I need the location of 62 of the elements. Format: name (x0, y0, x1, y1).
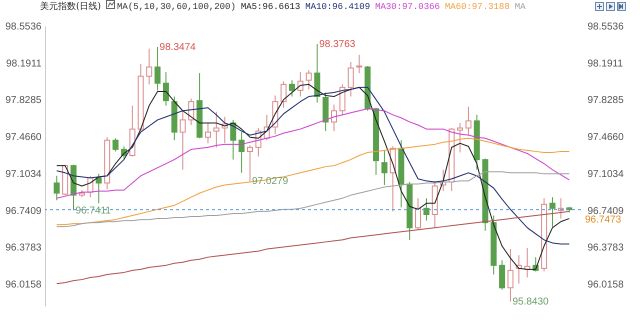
candlestick (314, 44, 320, 104)
annotation: 96.7411 (76, 205, 112, 216)
candlestick (288, 80, 295, 98)
candlestick (356, 54, 362, 74)
line-series (56, 138, 570, 226)
text: MA10:96.4109 (305, 2, 370, 12)
candlestick (549, 196, 556, 228)
candlestick (238, 132, 245, 174)
annotation: 98.3763 (319, 39, 356, 50)
y-tick-label: 96.0158 (5, 280, 42, 291)
candlestick (280, 80, 287, 108)
text: MA30:97.0366 (375, 2, 440, 12)
candlestick (204, 122, 211, 144)
candlestick (339, 84, 346, 116)
chart-subtitle: MA(5,10,30,60,100,200) (117, 2, 236, 12)
candlestick (331, 104, 338, 132)
candlestick (246, 144, 253, 182)
candlestick (162, 72, 169, 106)
y2-tick-label: 98.1911 (588, 58, 624, 70)
ref-line-label: 96.7473 (585, 214, 622, 226)
candlestick (154, 46, 161, 91)
line-series (56, 86, 570, 244)
y2-tick-label: 96.0158 (588, 280, 624, 291)
y2-tick-label: 98.5536 (588, 22, 624, 32)
chart-title: 美元指数(日线) (40, 2, 102, 12)
annotation: 97.0279 (252, 176, 289, 188)
candlestick (457, 122, 464, 153)
candlestick (465, 106, 472, 136)
line-series (56, 171, 570, 228)
y2-tick-label: 97.8285 (588, 95, 624, 106)
text: MA (514, 2, 526, 12)
annotation: 95.8430 (512, 296, 550, 308)
text: MA60:97.3188 (444, 2, 510, 12)
candlestick (54, 175, 60, 201)
y-tick-label: 97.4660 (5, 132, 42, 144)
y-tick-label: 98.5536 (5, 22, 42, 32)
candlestick (96, 173, 102, 204)
candlestick (146, 48, 152, 85)
line-series (56, 108, 570, 199)
candlestick (230, 119, 236, 160)
y-tick-label: 96.3783 (5, 242, 42, 254)
candlestick (112, 138, 119, 152)
candlestick (180, 110, 186, 170)
y2-tick-label: 96.7409 (588, 206, 624, 217)
candlestick (423, 198, 430, 222)
y2-tick-label: 96.3783 (588, 242, 624, 254)
candlestick (499, 260, 506, 290)
y-tick-label: 96.7409 (5, 206, 42, 217)
y-tick-label: 97.1034 (5, 168, 42, 180)
y-tick-label: 97.8285 (5, 95, 42, 106)
candlestick (348, 61, 354, 98)
y2-tick-label: 97.4660 (588, 132, 624, 144)
candlestick (306, 70, 312, 90)
candlestick (415, 198, 422, 230)
y-tick-label: 98.1911 (6, 58, 42, 70)
y2-tick-label: 97.1034 (588, 168, 624, 180)
text: MA5:96.6613 (240, 2, 300, 12)
candlestick (381, 150, 388, 186)
candlestick (213, 111, 220, 148)
candlestick (507, 248, 514, 302)
candlestick (188, 98, 194, 126)
annotation: 98.3474 (160, 42, 196, 53)
